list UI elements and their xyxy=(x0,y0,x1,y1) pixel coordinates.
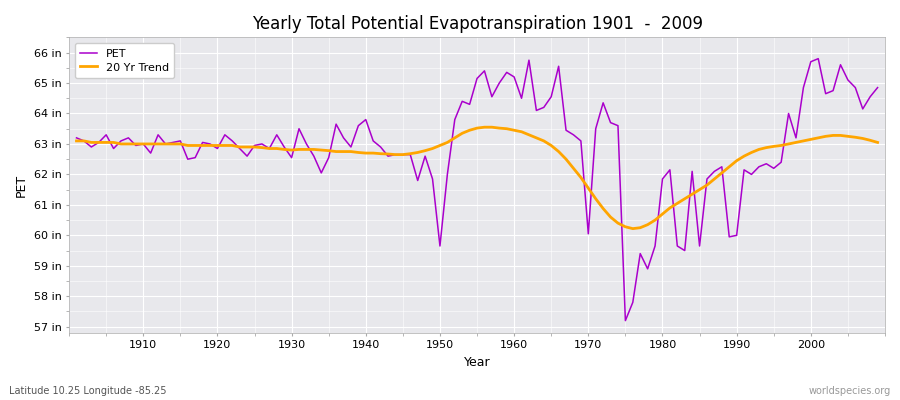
20 Yr Trend xyxy=(508,128,519,133)
Text: worldspecies.org: worldspecies.org xyxy=(809,386,891,396)
20 Yr Trend xyxy=(627,226,638,231)
Title: Yearly Total Potential Evapotranspiration 1901  -  2009: Yearly Total Potential Evapotranspiratio… xyxy=(251,15,703,33)
PET xyxy=(508,74,519,79)
Y-axis label: PET: PET xyxy=(15,174,28,197)
Legend: PET, 20 Yr Trend: PET, 20 Yr Trend xyxy=(75,43,175,78)
PET xyxy=(338,136,349,140)
PET xyxy=(293,126,304,131)
20 Yr Trend xyxy=(130,142,141,146)
20 Yr Trend xyxy=(605,215,616,220)
PET xyxy=(872,85,883,90)
20 Yr Trend xyxy=(479,125,490,130)
PET xyxy=(130,143,141,148)
PET xyxy=(813,56,824,61)
Text: Latitude 10.25 Longitude -85.25: Latitude 10.25 Longitude -85.25 xyxy=(9,386,166,396)
PET xyxy=(620,318,631,323)
PET xyxy=(501,70,512,75)
PET xyxy=(71,136,82,140)
20 Yr Trend xyxy=(338,149,349,154)
20 Yr Trend xyxy=(872,140,883,145)
20 Yr Trend xyxy=(293,147,304,152)
20 Yr Trend xyxy=(71,138,82,143)
PET xyxy=(598,100,608,105)
20 Yr Trend xyxy=(516,129,526,134)
Line: 20 Yr Trend: 20 Yr Trend xyxy=(76,127,878,229)
Line: PET: PET xyxy=(76,59,878,321)
X-axis label: Year: Year xyxy=(464,356,490,369)
